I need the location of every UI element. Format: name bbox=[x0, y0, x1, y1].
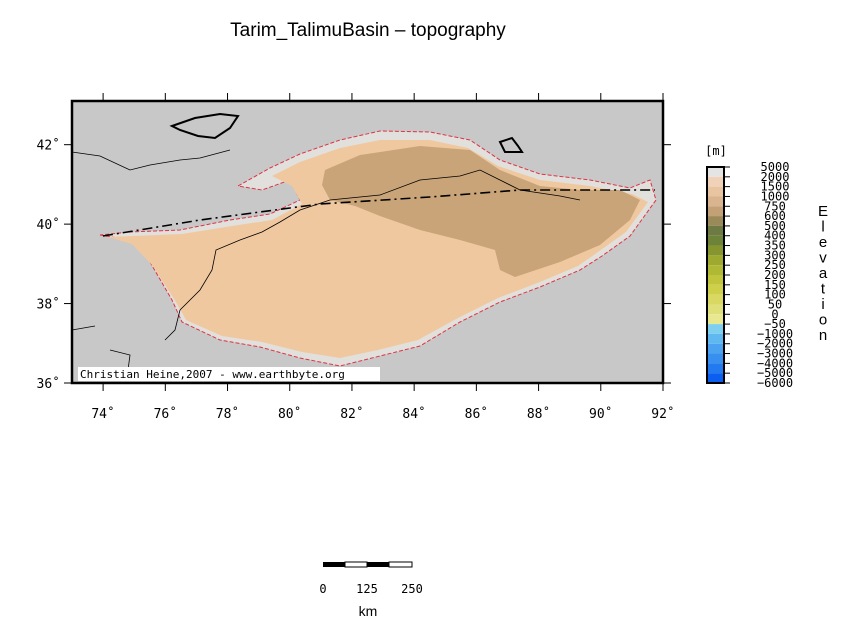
credit-box bbox=[78, 367, 380, 381]
colorbar-label: 500 bbox=[764, 219, 786, 233]
x-tick-label: 92˚ bbox=[651, 406, 674, 422]
x-tick-label: 76˚ bbox=[154, 406, 177, 422]
map-frame bbox=[70, 99, 665, 385]
colorbar-segment bbox=[707, 284, 724, 295]
colorbar-segment bbox=[707, 255, 724, 266]
colorbar-segment bbox=[707, 206, 724, 217]
lake bbox=[498, 136, 524, 153]
scale-bar bbox=[367, 562, 389, 567]
colorbar-label: 400 bbox=[764, 229, 786, 243]
y-tick-label: 38˚ bbox=[37, 297, 60, 313]
title: Tarim_TalimuBasin – topography bbox=[230, 20, 506, 41]
scale-unit: km bbox=[359, 603, 378, 619]
colorbar-unit: [m] bbox=[705, 144, 727, 158]
colorbar-label: 150 bbox=[764, 278, 786, 292]
profile-line bbox=[102, 189, 655, 237]
colorbar-segment bbox=[707, 294, 724, 305]
colorbar-label: −6000 bbox=[757, 376, 793, 390]
y-tick-label: 40˚ bbox=[37, 217, 60, 233]
colorbar-label: 600 bbox=[764, 209, 786, 223]
x-tick-label: 90˚ bbox=[589, 406, 612, 422]
scale-bar bbox=[344, 561, 368, 568]
colorbar-segment bbox=[707, 363, 724, 374]
colorbar-label: −3000 bbox=[757, 347, 793, 361]
scale-bar bbox=[323, 562, 345, 567]
colorbar-label: −4000 bbox=[757, 356, 793, 370]
colorbar-segment bbox=[707, 265, 724, 275]
x-tick-label: 74˚ bbox=[91, 406, 114, 422]
colorbar-label: 0 bbox=[771, 307, 778, 321]
colorbar-segment bbox=[707, 176, 724, 187]
colorbar-label: 250 bbox=[764, 258, 786, 272]
colorbar-segment bbox=[707, 304, 724, 315]
colorbar-segment bbox=[707, 343, 724, 354]
colorbar-segment bbox=[707, 196, 724, 207]
basin-highland bbox=[322, 146, 640, 277]
colorbar-segment bbox=[707, 373, 724, 383]
colorbar-segment bbox=[707, 275, 724, 285]
colorbar-label: 5000 bbox=[761, 160, 790, 174]
x-tick-label: 80˚ bbox=[278, 406, 301, 422]
colorbar-label: 750 bbox=[764, 199, 786, 213]
colorbar-segment bbox=[707, 216, 724, 226]
colorbar-label: 350 bbox=[764, 239, 786, 253]
scale-label: 125 bbox=[356, 582, 378, 596]
x-tick-label: 78˚ bbox=[216, 406, 239, 422]
colorbar-segment bbox=[707, 353, 724, 364]
credit: Christian Heine,2007 - www.earthbyte.org bbox=[80, 368, 345, 381]
colorbar: 5000200015001000750600500400350300250200… bbox=[706, 160, 793, 390]
colorbar-segment bbox=[707, 324, 724, 334]
borders bbox=[71, 149, 581, 371]
scale-bar bbox=[388, 561, 413, 568]
scale-label: 250 bbox=[401, 582, 423, 596]
x-tick-label: 82˚ bbox=[340, 406, 363, 422]
lake-issyk-kul bbox=[169, 112, 240, 140]
y-tick-label: 36˚ bbox=[37, 376, 60, 392]
x-tick-label: 84˚ bbox=[402, 406, 425, 422]
colorbar-label: −5000 bbox=[757, 366, 793, 380]
colorbar-segment bbox=[707, 225, 724, 236]
colorbar-segment bbox=[707, 314, 724, 325]
colorbar-segment bbox=[707, 235, 724, 246]
y-tick-label: 42˚ bbox=[37, 138, 60, 154]
x-tick-label: 88˚ bbox=[527, 406, 550, 422]
colorbar-label: 200 bbox=[764, 268, 786, 282]
colorbar-segment bbox=[707, 245, 724, 256]
colorbar-segment bbox=[707, 186, 724, 197]
colorbar-label: 300 bbox=[764, 248, 786, 262]
colorbar-label: 2000 bbox=[761, 170, 790, 184]
colorbar-segment bbox=[707, 333, 724, 344]
colorbar-label: −50 bbox=[764, 317, 786, 331]
colorbar-label: 1000 bbox=[761, 189, 790, 203]
colorbar-label: −1000 bbox=[757, 327, 793, 341]
x-tick-label: 86˚ bbox=[465, 406, 488, 422]
colorbar-label: 100 bbox=[764, 288, 786, 302]
colorbar-label: 1500 bbox=[761, 180, 790, 194]
scale-label: 0 bbox=[319, 582, 326, 596]
colorbar-label: 50 bbox=[768, 297, 782, 311]
colorbar-segment bbox=[707, 167, 724, 177]
colorbar-label: −2000 bbox=[757, 337, 793, 351]
